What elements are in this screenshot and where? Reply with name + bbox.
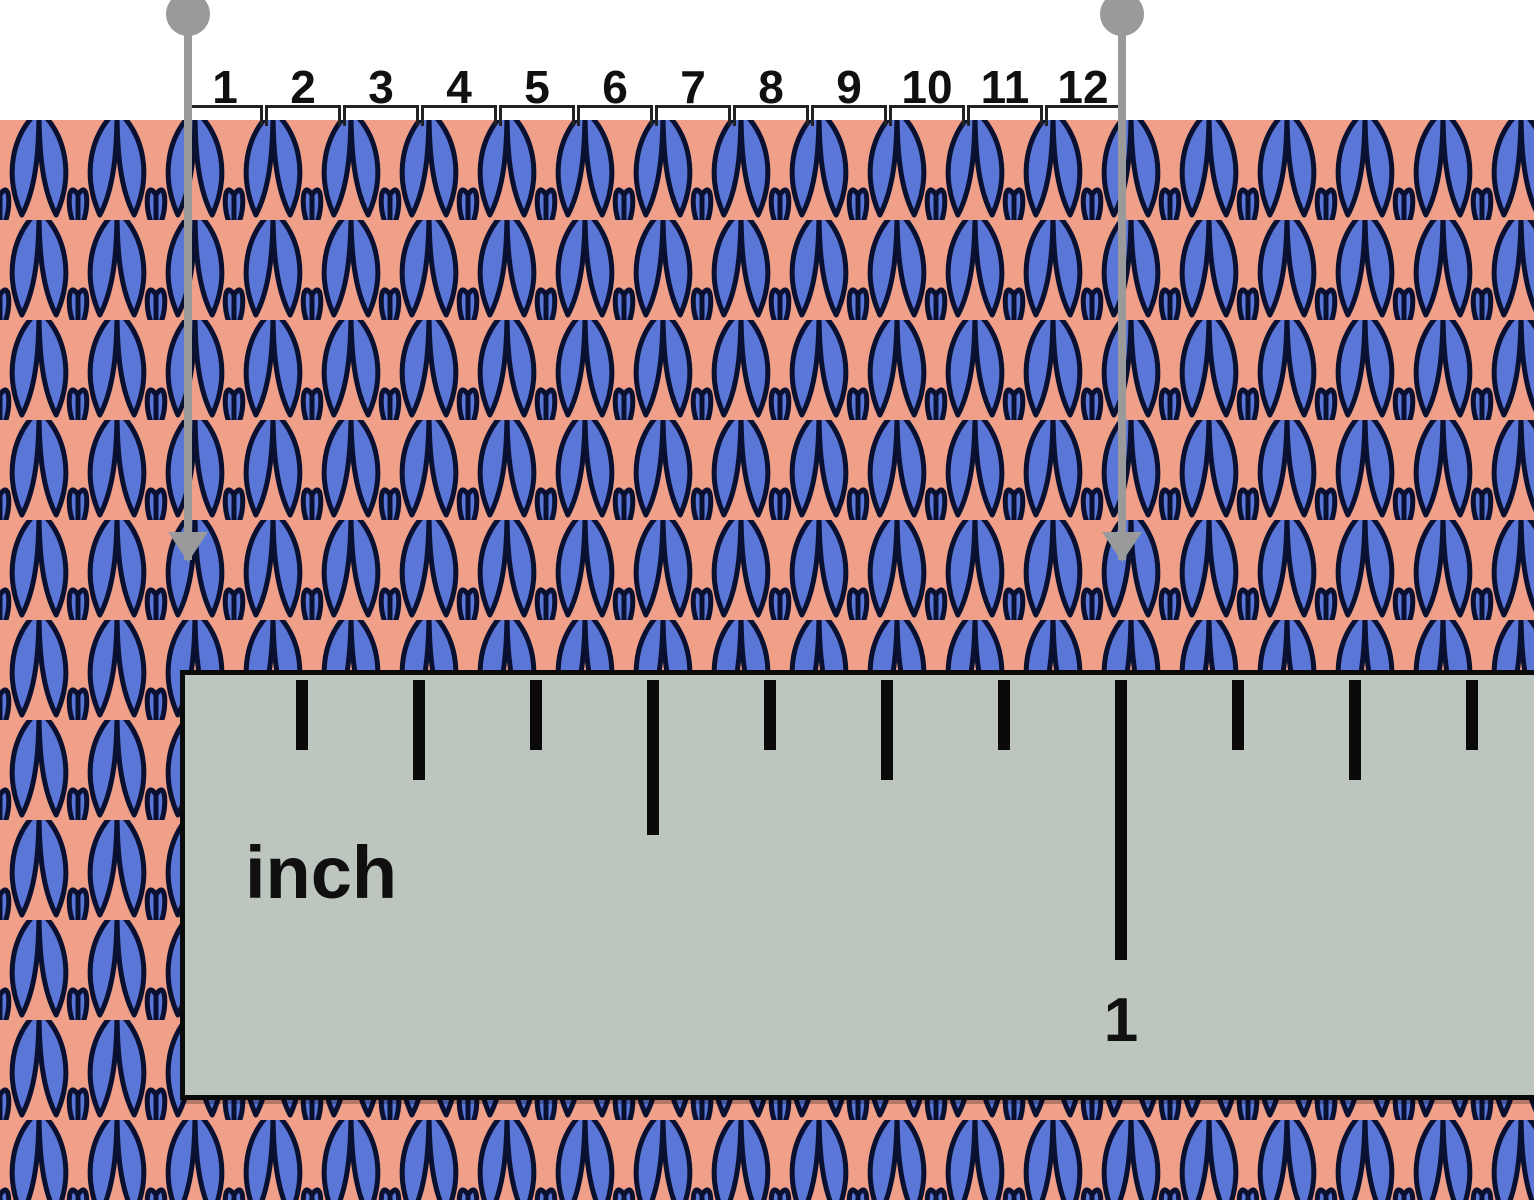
- ruler: inch 1: [180, 670, 1534, 1100]
- ruler-tick: [296, 680, 308, 750]
- stitch-bracket: [187, 105, 263, 126]
- ruler-number: 1: [1104, 985, 1138, 1056]
- stitch-bracket: [343, 105, 419, 126]
- ruler-tick: [998, 680, 1010, 750]
- stitch-bracket: [421, 105, 497, 126]
- ruler-tick: [1466, 680, 1478, 750]
- ruler-tick: [530, 680, 542, 750]
- ruler-tick: [413, 680, 425, 780]
- stitch-bracket: [265, 105, 341, 126]
- stitch-bracket: [1045, 105, 1121, 126]
- stitch-bracket: [655, 105, 731, 126]
- ruler-tick: [1349, 680, 1361, 780]
- stitch-bracket: [577, 105, 653, 126]
- ruler-tick: [881, 680, 893, 780]
- ruler-tick: [1232, 680, 1244, 750]
- ruler-tick: [647, 680, 659, 835]
- pin-head-icon: [166, 0, 210, 36]
- ruler-unit-label: inch: [245, 830, 397, 915]
- stitch-bracket: [499, 105, 575, 126]
- pin-arrow-icon: [168, 532, 208, 562]
- stitch-bracket: [811, 105, 887, 126]
- stitch-bracket: [889, 105, 965, 126]
- measuring-pin-right: [1118, 0, 1126, 560]
- measuring-pin-left: [184, 0, 192, 560]
- stitch-bracket: [967, 105, 1043, 126]
- diagram-stage: 123456789101112 inch 1: [0, 0, 1534, 1200]
- pin-head-icon: [1100, 0, 1144, 36]
- pin-arrow-icon: [1102, 532, 1142, 562]
- ruler-tick: [1115, 680, 1127, 960]
- ruler-tick: [764, 680, 776, 750]
- stitch-bracket: [733, 105, 809, 126]
